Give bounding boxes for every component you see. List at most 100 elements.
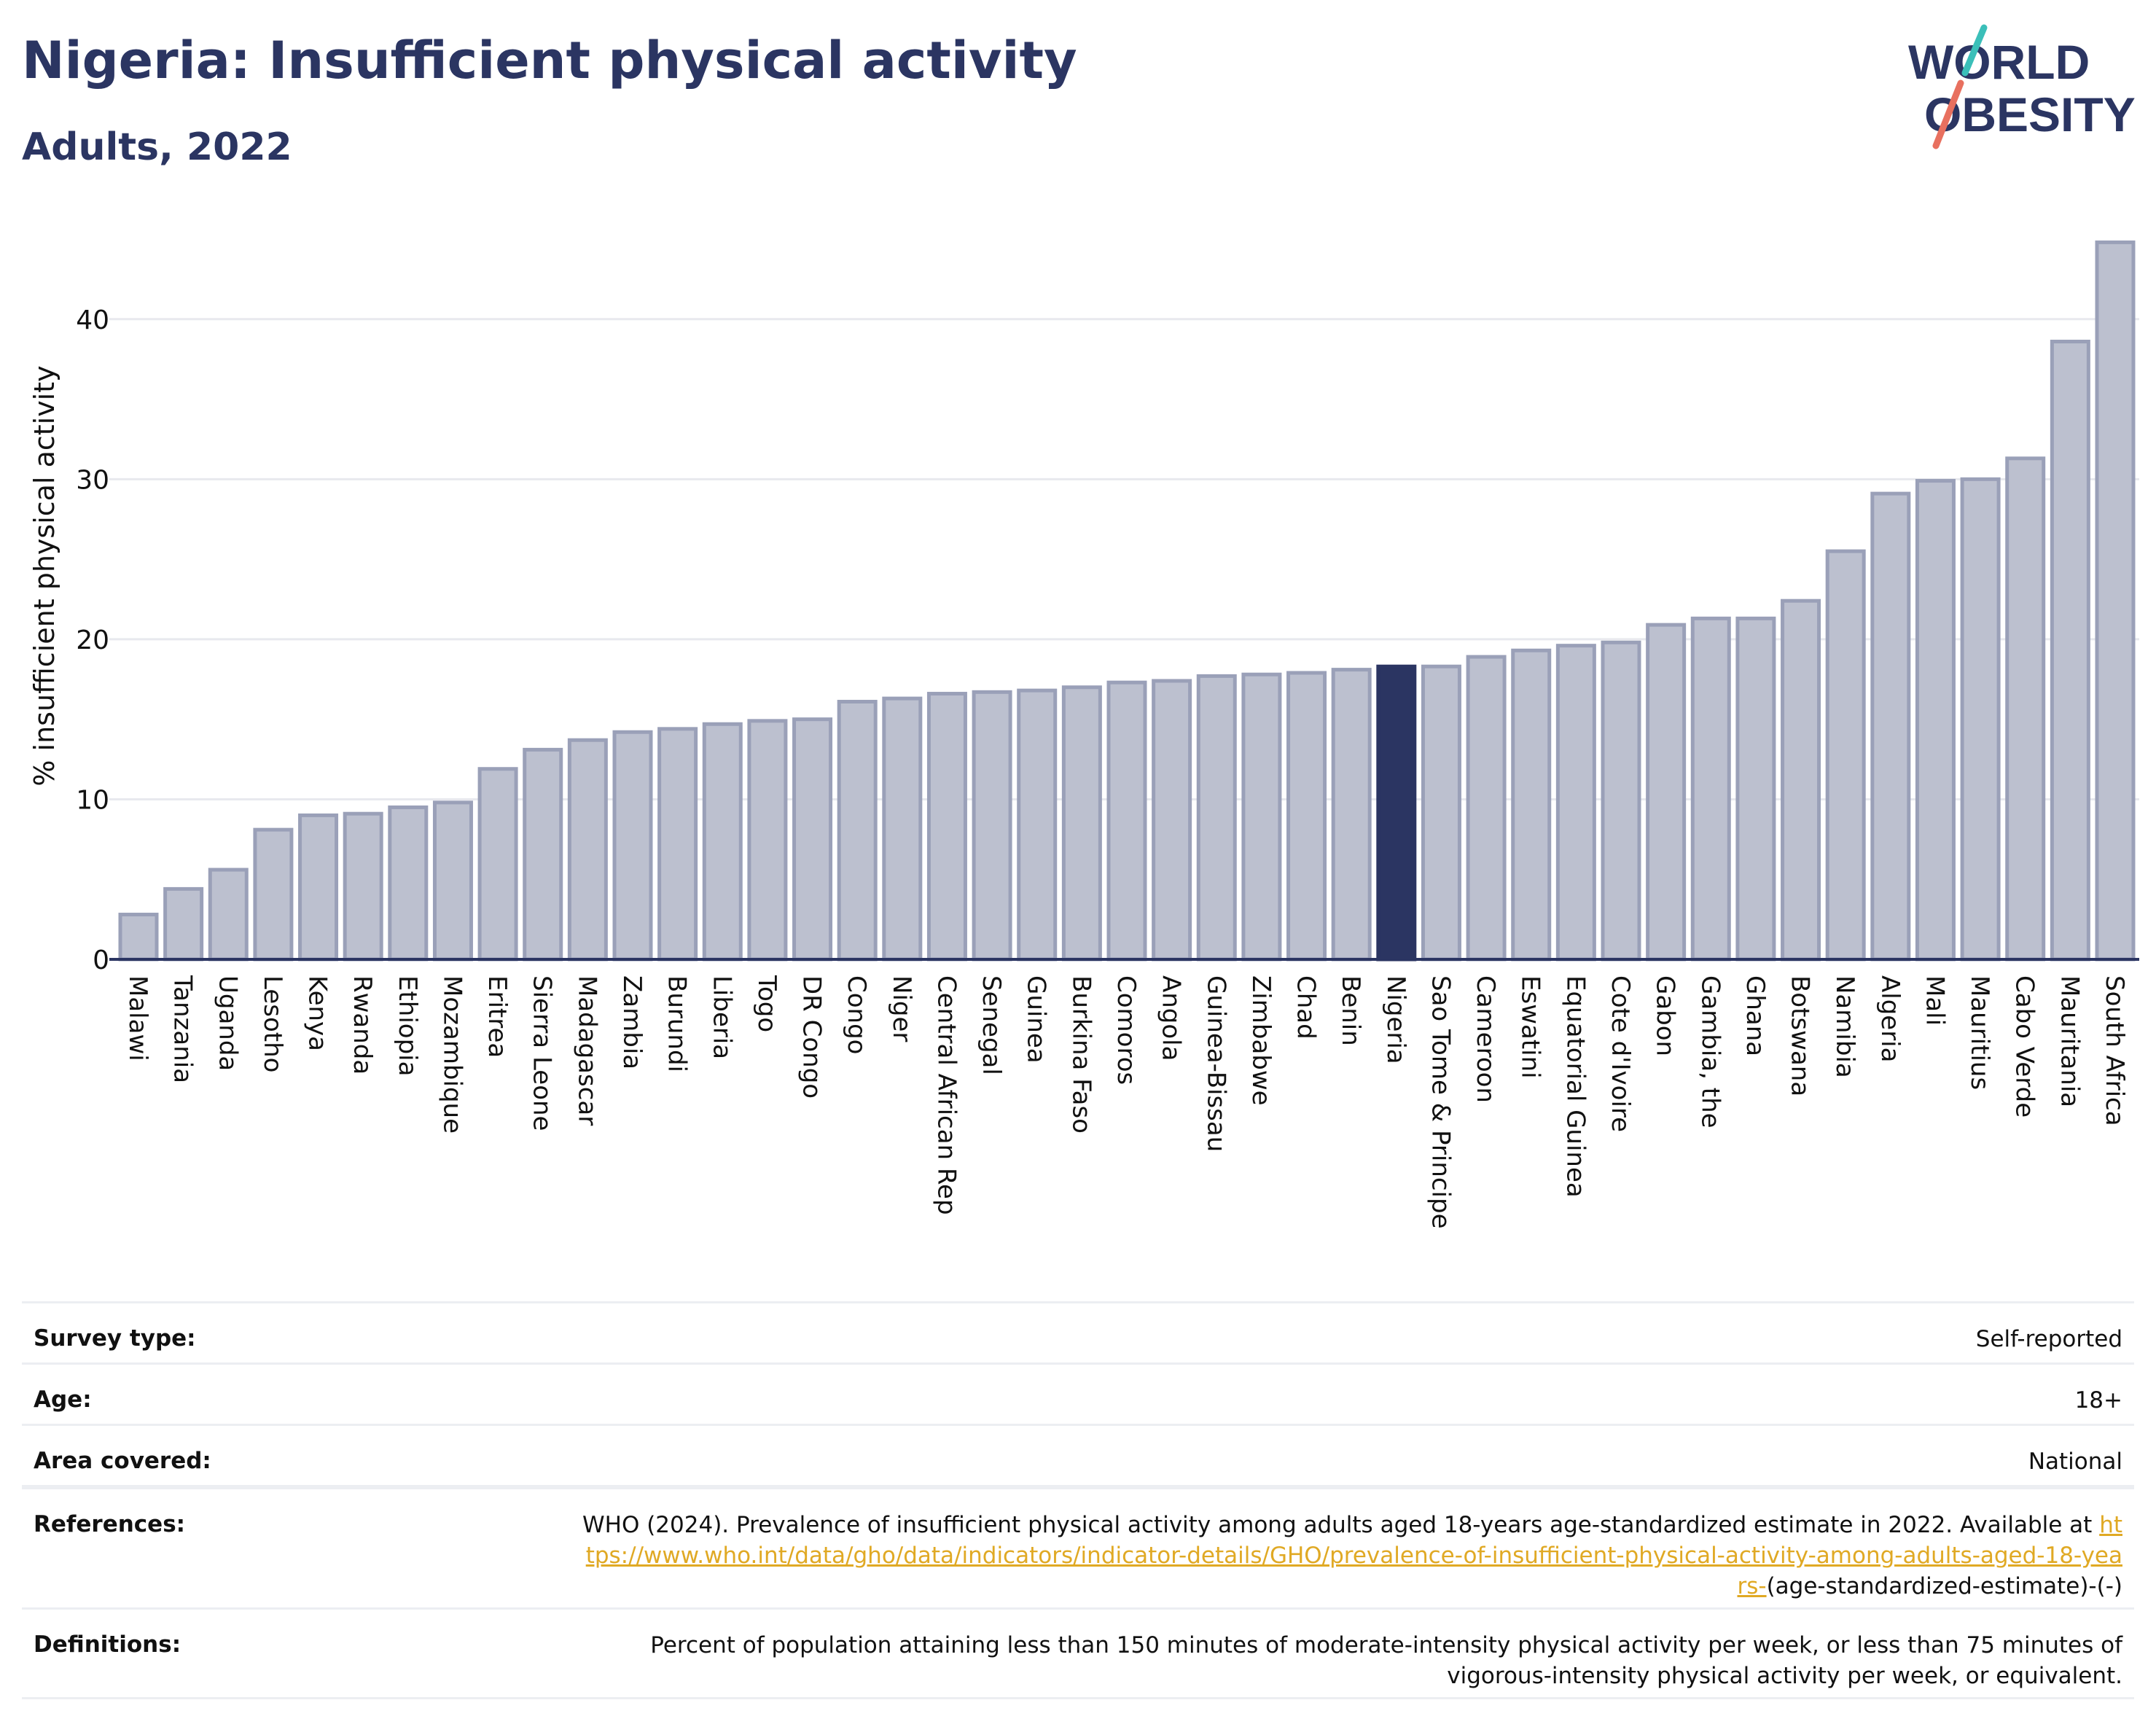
x-tick-label: Ethiopia <box>393 975 422 1076</box>
bar <box>2095 240 2136 962</box>
bar-chart: 0 10 20 30 40 Malawi Tanzania Uganda Lesotho Ken… <box>28 240 2139 1229</box>
metadata-value: Self-reported <box>1975 1326 2122 1352</box>
x-tick-label: Madagascar <box>572 975 601 1126</box>
metadata-row: Age: 18+ <box>22 1362 2134 1424</box>
bar <box>163 886 204 962</box>
y-tick-label: 30 <box>76 465 109 495</box>
x-tick-label: Nigeria <box>1381 975 1410 1064</box>
x-tick-label: Malawi <box>123 975 152 1061</box>
x-tick-label: Chad <box>1292 975 1321 1040</box>
bar <box>1555 644 1596 962</box>
bar <box>1152 679 1192 962</box>
x-tick-label: Comoros <box>1112 975 1141 1085</box>
x-tick-label: Senegal <box>977 975 1006 1075</box>
bars <box>118 240 2136 962</box>
bar-highlight-nigeria <box>1376 664 1417 962</box>
bar <box>1331 668 1372 962</box>
x-tick-label: Cameroon <box>1471 975 1500 1103</box>
bar <box>2050 340 2090 962</box>
x-tick-label: Kenya <box>303 975 332 1051</box>
bar <box>208 868 249 962</box>
x-tick-label: Togo <box>752 975 781 1032</box>
metadata-row: Area covered: National <box>22 1424 2134 1487</box>
x-tick-labels: Malawi Tanzania Uganda Lesotho Kenya Rwanda Et… <box>123 975 2129 1229</box>
x-tick-label: Tanzania <box>168 975 198 1083</box>
bar <box>792 717 833 962</box>
x-tick-label: Botswana <box>1786 975 1815 1096</box>
bar <box>1601 640 1641 962</box>
bar <box>388 805 429 962</box>
x-tick-label: Mozambique <box>437 975 466 1134</box>
bar <box>972 690 1012 962</box>
metadata-table: Survey type: Self-reported Age: 18+ Area cov… <box>22 1301 2134 1699</box>
definitions-row: Definitions: Percent of population attai… <box>22 1607 2134 1699</box>
bar <box>657 727 698 962</box>
bar <box>1511 648 1552 962</box>
x-tick-label: Namibia <box>1830 975 1859 1078</box>
bar <box>1106 680 1147 962</box>
bar <box>1960 477 2001 962</box>
bar <box>837 700 878 962</box>
bar <box>1466 655 1507 962</box>
logo-word-obesity: OBESITY <box>1924 87 2136 141</box>
page-title: Nigeria: Insufficient physical activity <box>22 31 1077 90</box>
metadata-value: 18+ <box>2074 1387 2122 1414</box>
x-tick-label: South Africa <box>2100 975 2129 1126</box>
bar <box>118 913 159 962</box>
bar <box>1781 599 1821 962</box>
bar <box>926 692 967 962</box>
bar <box>1061 685 1102 962</box>
metadata-label: Survey type: <box>34 1325 196 1352</box>
bar <box>882 696 923 962</box>
y-tick-label: 40 <box>76 305 109 335</box>
y-tick-label: 10 <box>76 785 109 815</box>
logo-word-world: WORLD <box>1908 35 2090 89</box>
x-tick-label: Angola <box>1157 975 1186 1061</box>
y-tick-label: 20 <box>76 625 109 655</box>
references-label: References: <box>34 1511 186 1537</box>
references-value: WHO (2024). Prevalence of insufficient p… <box>577 1510 2122 1602</box>
x-tick-label: Benin <box>1336 975 1365 1046</box>
bar <box>523 747 563 962</box>
x-tick-label: Guinea <box>1022 975 1051 1064</box>
bar <box>477 767 518 962</box>
bar <box>567 738 608 962</box>
x-tick-label: Burkina Faso <box>1066 975 1095 1134</box>
x-tick-label: Lesotho <box>258 975 287 1072</box>
x-tick-label: Niger <box>887 975 916 1042</box>
bar <box>432 800 473 962</box>
bar <box>1017 688 1058 962</box>
world-obesity-logo: WORLD OBESITY <box>1908 24 2136 149</box>
bar <box>343 811 383 962</box>
y-tick-label: 0 <box>93 946 109 975</box>
x-tick-label: Mauritania <box>2055 975 2084 1107</box>
x-tick-label: Liberia <box>707 975 736 1059</box>
x-tick-label: Congo <box>842 975 871 1054</box>
logo-slash-top <box>1961 24 1988 77</box>
x-tick-label: Central African Rep <box>931 975 961 1215</box>
metadata-label: Area covered: <box>34 1448 211 1474</box>
bar <box>1735 616 1776 962</box>
x-tick-label: Sao Tome & Principe <box>1426 975 1455 1229</box>
x-tick-label: DR Congo <box>797 975 827 1099</box>
x-tick-label: Ghana <box>1741 975 1770 1056</box>
references-link[interactable]: https://www.who.int/data/gho/data/indica… <box>585 1512 2122 1599</box>
x-tick-label: Guinea-Bissau <box>1201 975 1230 1152</box>
x-tick-label: Cote d'Ivoire <box>1606 975 1635 1132</box>
bar <box>1646 623 1687 962</box>
x-tick-label: Eswatini <box>1516 975 1545 1079</box>
logo-slash-bottom <box>1932 79 1964 149</box>
definitions-label: Definitions: <box>34 1631 181 1658</box>
x-tick-label: Gambia, the <box>1695 975 1725 1128</box>
bar <box>1915 479 1956 962</box>
x-tick-label: Equatorial Guinea <box>1561 975 1590 1198</box>
x-tick-label: Eritrea <box>483 975 512 1058</box>
references-text: WHO (2024). Prevalence of insufficient p… <box>582 1512 2093 1538</box>
x-tick-label: Gabon <box>1651 975 1680 1056</box>
metadata-value: National <box>2028 1449 2122 1475</box>
metadata-row: Survey type: Self-reported <box>22 1301 2134 1362</box>
bar <box>1421 664 1461 962</box>
bar <box>747 719 788 962</box>
bar <box>253 827 294 962</box>
x-tick-label: Mauritius <box>1965 975 1994 1090</box>
